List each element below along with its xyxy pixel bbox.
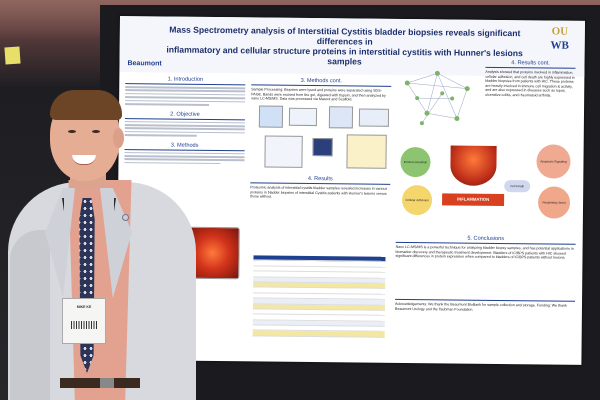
lapel-pin bbox=[122, 214, 129, 221]
presenter-smile bbox=[72, 155, 96, 165]
presenter-hair bbox=[50, 90, 122, 120]
presenter-ear bbox=[113, 128, 124, 148]
belt-buckle bbox=[100, 378, 114, 388]
name-badge: MIKE KE bbox=[62, 298, 106, 344]
presenter-eye-left bbox=[68, 130, 76, 133]
jacket-shadow bbox=[10, 230, 50, 400]
column-right: 4. Results cont. Analysis showed that pr… bbox=[394, 59, 578, 328]
badge-name: MIKE KE bbox=[76, 305, 92, 309]
badge-barcode bbox=[71, 321, 97, 329]
protein-network-graph bbox=[404, 70, 470, 126]
research-poster: Mass Spectrometry analysis of Interstiti… bbox=[116, 16, 585, 365]
presenter-eye-right bbox=[92, 130, 100, 133]
protein-network-figure: 4. Results cont. Analysis showed that pr… bbox=[397, 59, 578, 139]
